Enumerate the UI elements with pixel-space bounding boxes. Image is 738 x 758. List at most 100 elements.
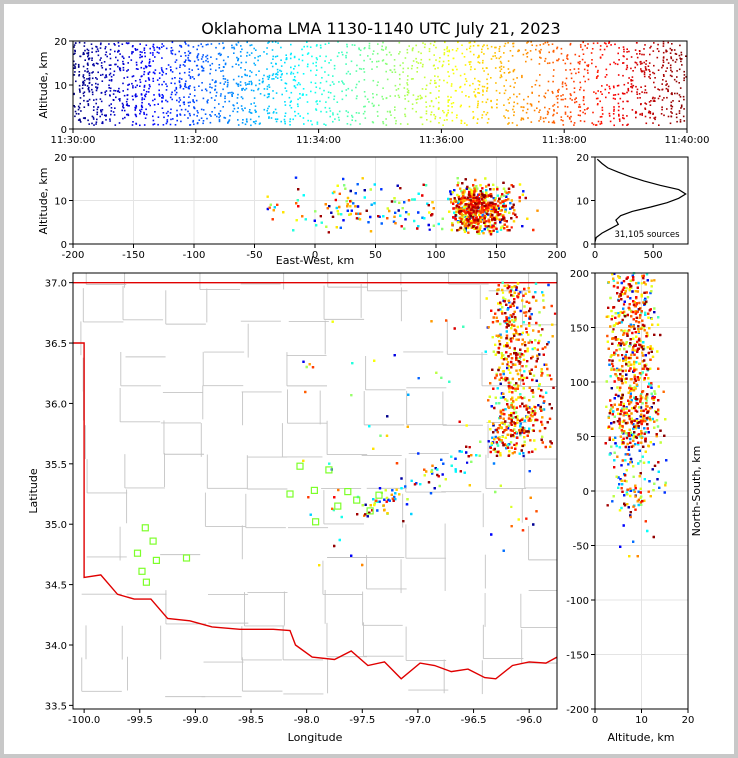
source-point bbox=[618, 113, 620, 116]
source-point bbox=[584, 44, 586, 47]
source-point bbox=[170, 52, 173, 54]
source-point bbox=[630, 86, 632, 88]
source-point bbox=[473, 219, 476, 222]
source-point bbox=[356, 95, 358, 97]
source-point bbox=[179, 66, 181, 68]
source-point bbox=[675, 113, 678, 115]
source-point bbox=[222, 77, 225, 80]
source-point bbox=[144, 80, 147, 82]
source-point bbox=[662, 57, 665, 59]
source-point bbox=[358, 67, 361, 70]
source-point bbox=[599, 116, 602, 118]
source-point bbox=[398, 41, 401, 44]
source-point bbox=[380, 188, 383, 191]
source-point bbox=[218, 42, 221, 45]
source-point bbox=[131, 52, 133, 55]
source-point bbox=[641, 114, 643, 116]
source-point bbox=[377, 215, 380, 218]
source-point bbox=[356, 205, 360, 208]
source-point bbox=[453, 207, 456, 210]
source-point bbox=[573, 68, 576, 70]
source-point bbox=[470, 193, 473, 196]
source-point bbox=[148, 60, 151, 63]
source-point bbox=[472, 197, 475, 200]
source-point bbox=[522, 190, 525, 193]
source-point bbox=[210, 43, 213, 45]
source-point bbox=[480, 206, 483, 209]
source-point bbox=[526, 42, 528, 44]
source-point bbox=[430, 111, 433, 113]
source-point bbox=[139, 85, 141, 87]
source-point bbox=[403, 87, 406, 89]
source-point bbox=[483, 194, 486, 197]
source-point bbox=[196, 115, 198, 117]
source-point bbox=[442, 124, 444, 126]
source-point bbox=[110, 103, 112, 105]
county-boundaries bbox=[80, 273, 557, 698]
source-point bbox=[110, 64, 112, 66]
source-point bbox=[476, 220, 479, 223]
source-point bbox=[237, 41, 240, 44]
source-point bbox=[382, 59, 385, 61]
source-point bbox=[604, 88, 607, 91]
source-point bbox=[345, 72, 348, 75]
source-point bbox=[544, 41, 547, 44]
source-point bbox=[91, 77, 94, 80]
source-point bbox=[382, 121, 384, 123]
source-point bbox=[662, 79, 664, 81]
y-tick-label: 10 bbox=[54, 81, 67, 92]
source-point bbox=[127, 114, 130, 117]
source-point bbox=[292, 229, 295, 232]
source-point bbox=[405, 211, 408, 214]
source-point bbox=[224, 78, 227, 80]
source-point bbox=[424, 95, 427, 98]
source-point bbox=[626, 115, 628, 117]
source-point bbox=[546, 110, 549, 113]
source-point bbox=[640, 86, 642, 88]
source-point bbox=[575, 101, 578, 103]
source-point bbox=[663, 75, 665, 77]
source-point bbox=[650, 45, 652, 48]
source-point bbox=[614, 94, 617, 96]
source-point bbox=[596, 42, 599, 44]
source-point bbox=[202, 69, 205, 72]
source-point bbox=[197, 74, 200, 77]
source-point bbox=[87, 49, 90, 52]
source-point bbox=[268, 86, 271, 88]
source-point bbox=[565, 88, 568, 90]
source-point bbox=[284, 112, 287, 115]
source-point bbox=[215, 69, 217, 72]
source-point bbox=[301, 94, 304, 96]
source-point bbox=[556, 98, 559, 100]
source-point bbox=[574, 98, 576, 101]
source-point bbox=[605, 68, 608, 71]
source-point bbox=[578, 103, 581, 106]
source-point bbox=[476, 230, 479, 233]
source-point bbox=[197, 68, 200, 70]
source-point bbox=[406, 82, 408, 84]
source-point bbox=[438, 79, 441, 81]
time-height-sources bbox=[73, 41, 687, 127]
source-point bbox=[179, 99, 182, 101]
source-point bbox=[652, 112, 654, 115]
source-point bbox=[119, 67, 122, 70]
source-point bbox=[465, 198, 468, 201]
source-point bbox=[557, 94, 559, 97]
source-point bbox=[297, 205, 300, 208]
source-point bbox=[466, 124, 468, 126]
source-point bbox=[125, 100, 128, 103]
source-point bbox=[441, 65, 444, 68]
source-point bbox=[475, 202, 478, 205]
source-point bbox=[653, 117, 655, 119]
source-point bbox=[297, 82, 300, 84]
source-point bbox=[671, 70, 673, 73]
source-point bbox=[460, 218, 463, 221]
source-point bbox=[464, 64, 467, 66]
source-point bbox=[333, 67, 336, 70]
source-point bbox=[663, 97, 665, 99]
source-point bbox=[640, 68, 642, 70]
source-point bbox=[468, 202, 471, 205]
source-point bbox=[486, 209, 490, 212]
source-point bbox=[551, 43, 554, 45]
source-point bbox=[617, 52, 619, 55]
